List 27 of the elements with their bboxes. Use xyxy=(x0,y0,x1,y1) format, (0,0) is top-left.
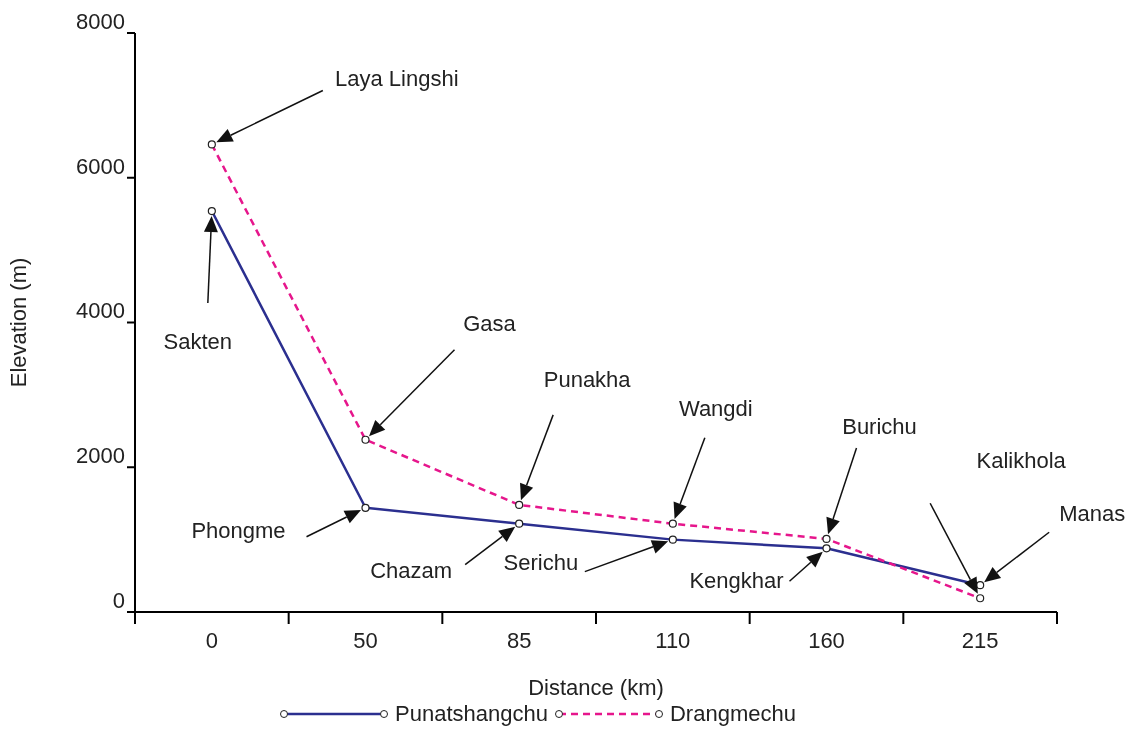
annotation: Phongme xyxy=(191,517,286,543)
annotation: Chazam xyxy=(370,557,453,583)
y-tick-label: 0 xyxy=(112,587,125,613)
annotation: Gasa xyxy=(463,310,517,336)
annotation: Laya Lingshi xyxy=(335,66,459,92)
x-tick-label: 85 xyxy=(506,627,532,653)
annotation: Sakten xyxy=(163,328,233,354)
text: Manas xyxy=(1059,501,1126,527)
annotation: Kengkhar xyxy=(689,568,784,594)
y-tick-label: 2000 xyxy=(76,443,125,469)
y-axis-title: Elevation (m) xyxy=(5,257,31,388)
annotation: Punakha xyxy=(543,366,632,392)
x-tick-label: 0 xyxy=(205,627,218,653)
legend-label: Punatshangchu xyxy=(395,701,548,727)
y-tick-label: 6000 xyxy=(76,153,125,179)
y-tick-label: 8000 xyxy=(76,8,125,34)
annotation: Wangdi xyxy=(678,395,753,421)
x-tick-label: 215 xyxy=(961,627,999,653)
x-tick-label: 160 xyxy=(808,627,845,653)
legend-label: Drangmechu xyxy=(669,701,796,727)
x-axis-title: Distance (km) xyxy=(528,675,664,700)
annotation: Burichu xyxy=(842,413,917,439)
annotation: Serichu xyxy=(503,550,579,576)
x-tick-label: 50 xyxy=(353,627,378,653)
y-tick-label: 4000 xyxy=(76,298,125,324)
annotation: Kalikhola xyxy=(976,448,1067,474)
x-tick-label: 110 xyxy=(655,627,691,653)
